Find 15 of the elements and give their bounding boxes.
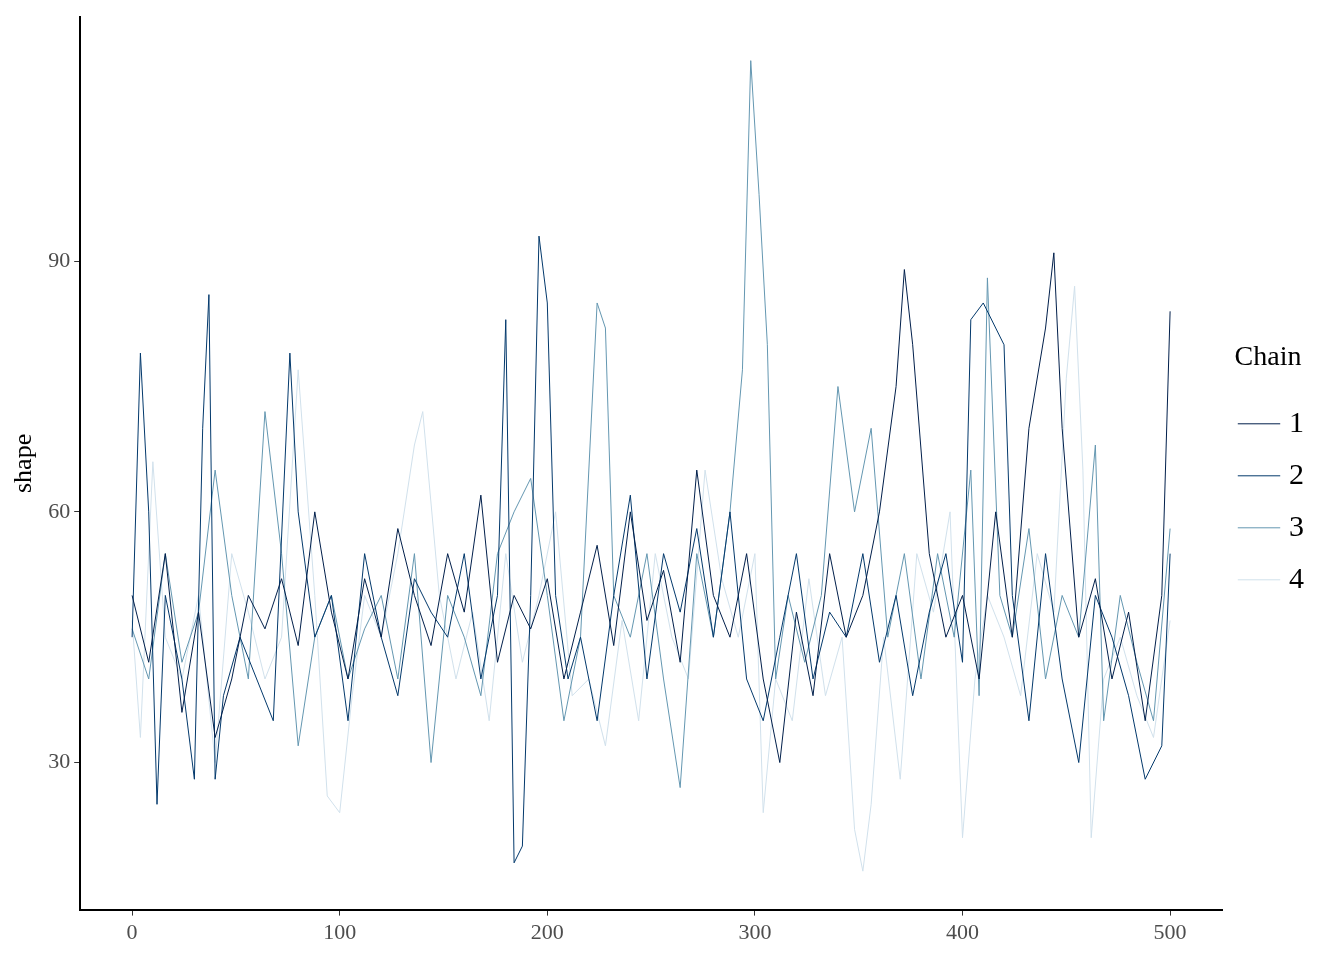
- legend-title: Chain: [1234, 339, 1302, 371]
- x-tick-label: 200: [530, 918, 564, 944]
- legend-label: 3: [1289, 508, 1304, 542]
- y-axis-title: shape: [8, 433, 38, 493]
- y-tick-label: 60: [48, 497, 71, 523]
- x-tick-label: 500: [1153, 918, 1187, 944]
- legend-label: 2: [1289, 456, 1304, 490]
- x-tick-label: 400: [946, 918, 979, 944]
- y-tick-label: 30: [48, 748, 71, 774]
- legend-label: 4: [1289, 560, 1304, 594]
- x-tick-label: 300: [738, 918, 772, 944]
- y-tick-label: 90: [48, 246, 71, 272]
- legend-label: 1: [1289, 404, 1304, 438]
- x-tick-label: 0: [126, 918, 138, 944]
- x-tick-label: 100: [323, 918, 357, 944]
